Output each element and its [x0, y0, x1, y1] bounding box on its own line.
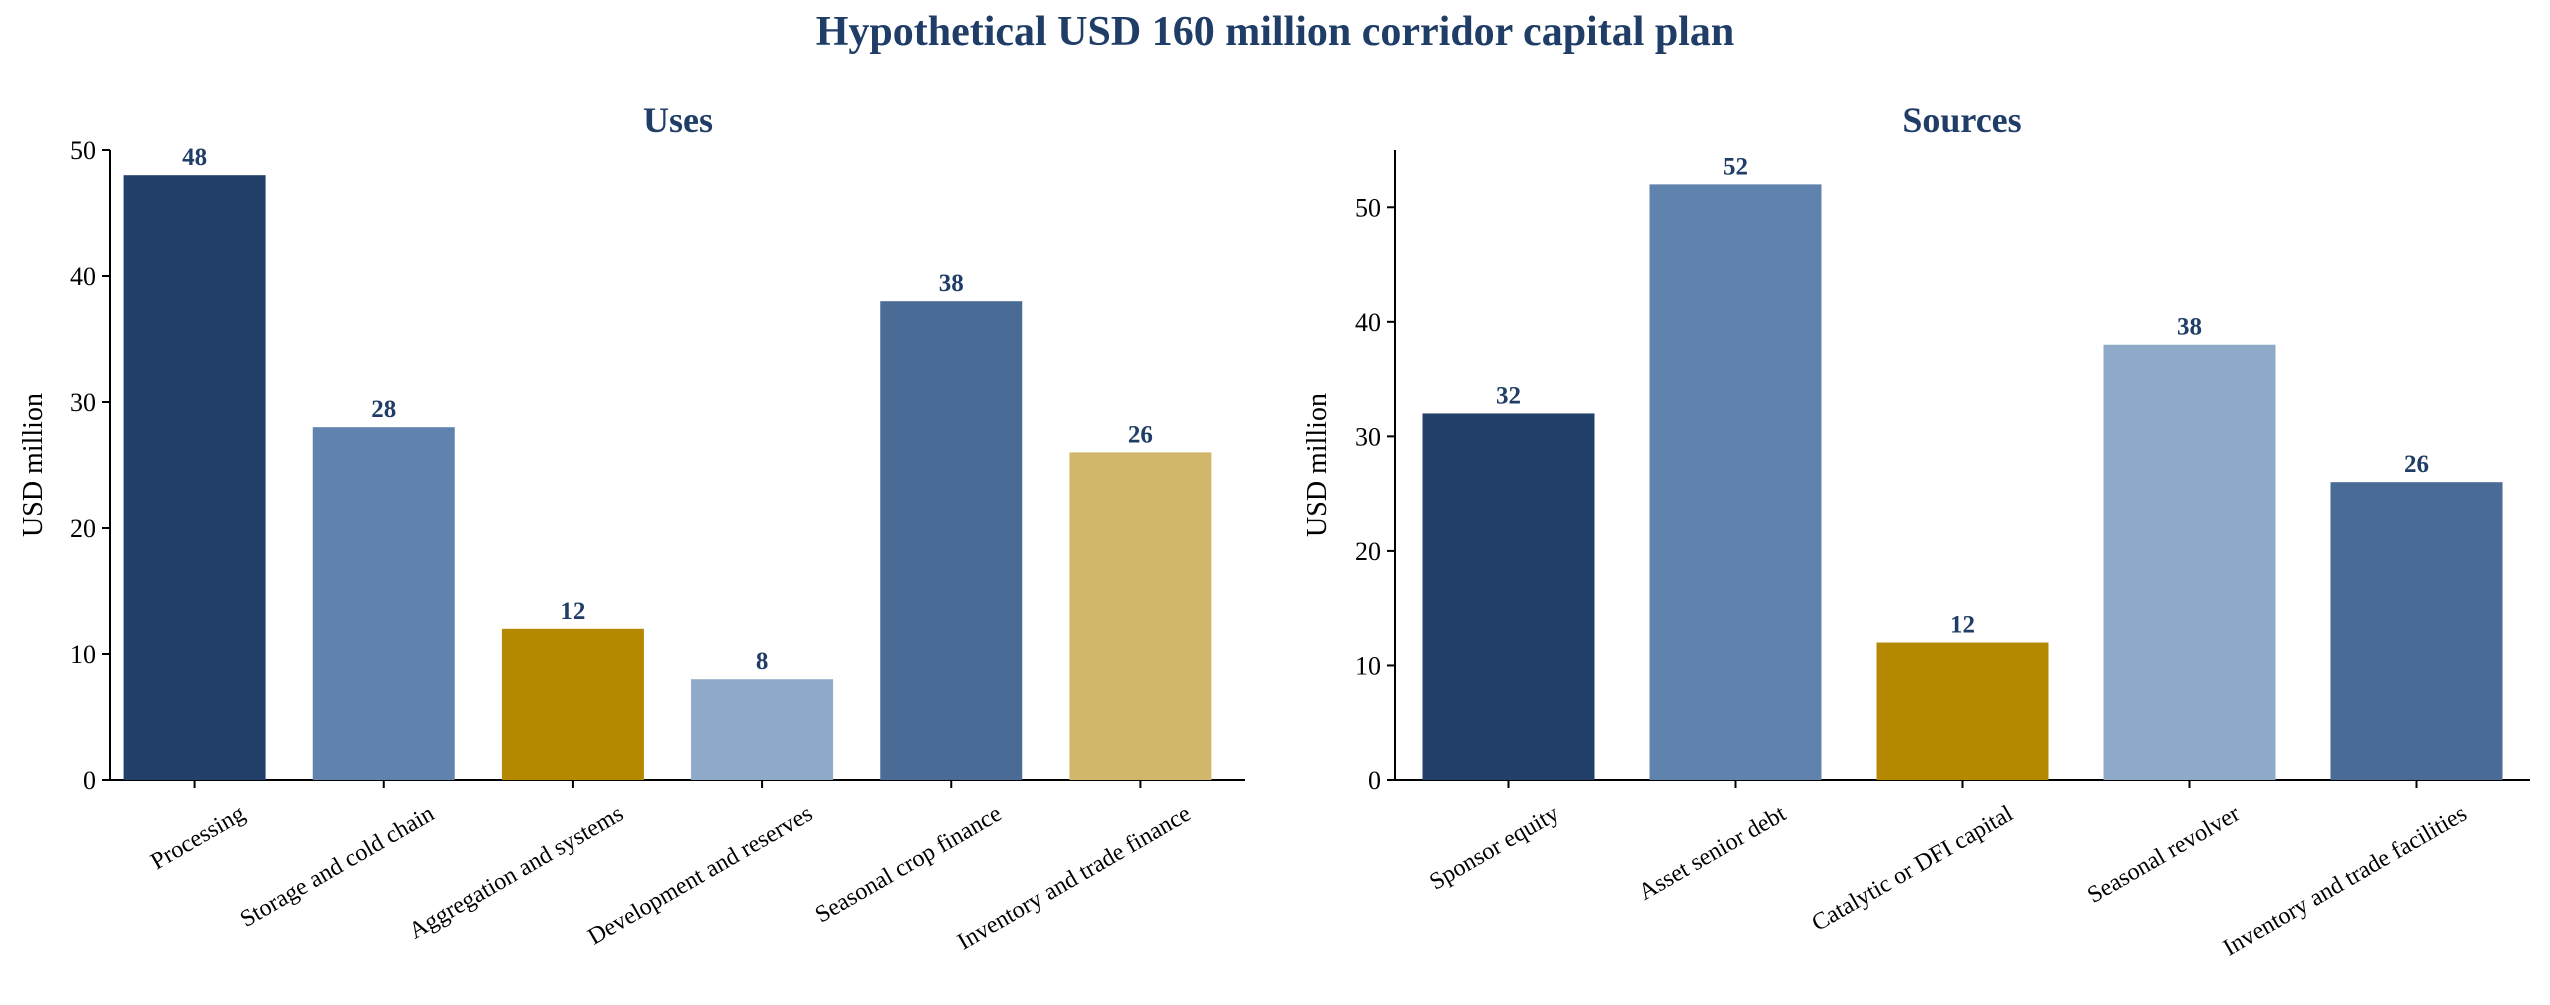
sources-category-label: Sponsor equity	[1425, 801, 1563, 896]
uses-value-label: 26	[1128, 421, 1153, 448]
sources-bar	[1422, 413, 1595, 780]
sources-value-label: 26	[2404, 451, 2429, 478]
sources-category-label: Seasonal revolver	[2083, 801, 2244, 909]
uses-y-tick-label: 20	[70, 514, 96, 543]
uses-y-axis-label: USD million	[18, 393, 49, 537]
sources-bar	[1876, 642, 2049, 780]
sources-value-label: 32	[1496, 382, 1521, 409]
sources-y-tick-label: 40	[1355, 308, 1381, 337]
uses-bar	[1069, 452, 1212, 780]
uses-y-tick-label: 50	[70, 136, 96, 165]
uses-value-label: 48	[182, 144, 207, 171]
sources-y-tick-label: 30	[1355, 422, 1381, 451]
sources-bar	[1649, 184, 1822, 780]
sources-value-label: 52	[1723, 153, 1748, 180]
uses-bar	[691, 679, 834, 780]
sources-category-label: Catalytic or DFI capital	[1808, 801, 2018, 937]
sources-y-tick-label: 50	[1355, 193, 1381, 222]
uses-value-label: 12	[560, 598, 585, 625]
sources-value-label: 38	[2177, 314, 2202, 341]
sources-y-tick-label: 0	[1368, 766, 1381, 795]
sources-category-label: Inventory and trade facilities	[2219, 801, 2472, 962]
uses-value-label: 28	[371, 396, 396, 423]
uses-category-label: Seasonal crop finance	[811, 801, 1006, 929]
uses-panel-title: Uses	[643, 100, 713, 140]
uses-category-label: Storage and cold chain	[236, 801, 439, 933]
uses-y-tick-label: 40	[70, 262, 96, 291]
uses-bar	[880, 301, 1023, 780]
uses-y-tick-label: 30	[70, 388, 96, 417]
sources-y-axis-label: USD million	[1302, 393, 1333, 537]
sources-y-tick-label: 20	[1355, 537, 1381, 566]
uses-value-label: 38	[939, 270, 964, 297]
sources-y-tick-label: 10	[1355, 651, 1381, 680]
uses-y-tick-label: 0	[83, 766, 96, 795]
uses-y-tick-label: 10	[70, 640, 96, 669]
sources-bar	[2330, 482, 2503, 780]
uses-value-label: 8	[756, 648, 769, 675]
uses-bar	[501, 628, 644, 780]
sources-bar	[2103, 344, 2276, 780]
uses-bar	[312, 427, 455, 780]
uses-bar	[123, 175, 266, 780]
sources-panel-title: Sources	[1902, 100, 2021, 140]
sources-category-label: Asset senior debt	[1634, 801, 1790, 906]
sources-value-label: 12	[1950, 612, 1975, 639]
figure-title: Hypothetical USD 160 million corridor ca…	[815, 9, 1735, 55]
uses-category-label: Processing	[147, 801, 250, 876]
